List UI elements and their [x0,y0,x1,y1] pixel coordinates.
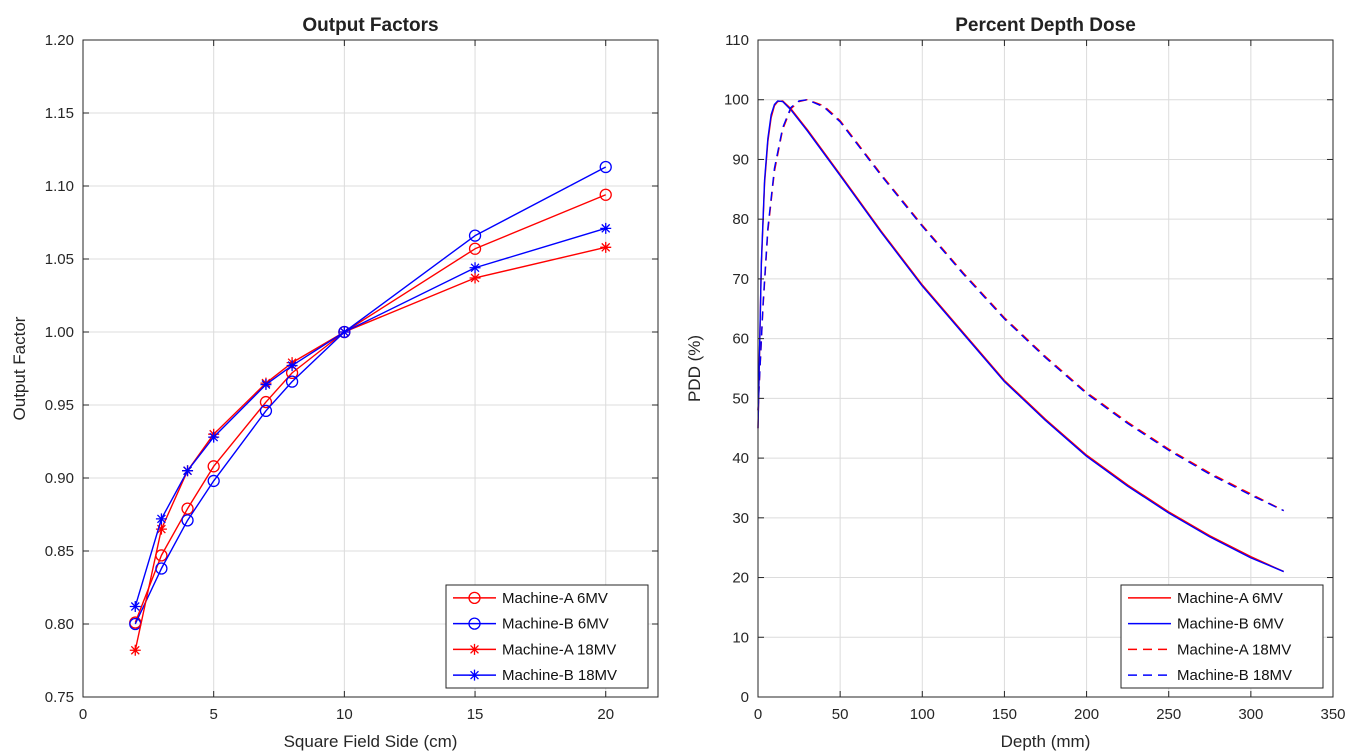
y-axis-label: PDD (%) [685,335,704,402]
percent-depth-dose-chart: 0 50 100 150 200 250 300 350 0 10 20 30 40 50 60 70 80 90… [685,15,1346,751]
x-tick-label: 5 [210,706,218,723]
y-tick-label: 50 [732,390,749,407]
legend: Machine-A 6MV Machine-B 6MV Machine-A 18MV… [1120,584,1324,689]
data-point-machine-a-6mv [599,188,612,201]
y-axis-label: Output Factor [10,316,29,420]
data-point-machine-b-18mv [155,513,167,525]
y-tick-label: 0.85 [45,543,74,560]
x-tick-label: 100 [910,706,935,723]
x-axis-label: Depth (mm) [1001,732,1091,751]
legend-box [445,584,649,689]
y-tick-label: 90 [732,151,749,168]
series-line-machine-b-6mv [757,100,1284,573]
x-tick-label: 300 [1238,706,1263,723]
y-tick-label: 0.80 [45,616,74,633]
x-tick-label: 200 [1074,706,1099,723]
data-point-machine-b-6mv [207,474,220,488]
legend: Machine-A 6MV Machine-B 6MV Machine-A 18MV… [445,584,649,689]
x-tick-label: 0 [754,706,762,723]
y-tick-label: 1.20 [45,32,74,49]
y-tick-label: 70 [732,271,749,288]
y-tick-label: 1.15 [45,105,74,122]
output-factors-chart: 0 5 10 15 20 0.75 0.80 0.85 0.90 0.95 1.00 1.05 1.10… [10,15,659,751]
legend-entry: Machine-A 18MV [1177,641,1291,658]
y-tick-label: 1.00 [45,324,74,341]
y-tick-label: 100 [724,92,749,109]
legend-entry: Machine-A 6MV [502,590,608,607]
data-point-machine-b-18mv [600,222,612,234]
x-tick-label: 250 [1156,706,1181,723]
y-tick-label: 80 [732,211,749,228]
data-point-machine-a-18mv [155,523,167,535]
legend-box [1120,584,1324,689]
y-tick-label: 110 [725,32,749,49]
y-tick-label: 60 [732,331,749,348]
y-tick-label: 20 [732,570,749,587]
data-point-machine-b-18mv [208,431,220,443]
data-point-machine-b-18mv [338,326,350,338]
y-tick-label: 1.05 [45,251,74,268]
data-point-machine-b-18mv [286,360,298,372]
axes-box [82,39,659,698]
legend-entry: Machine-B 6MV [1177,616,1284,633]
ticks: 0 5 10 15 20 0.75 0.80 0.85 0.90 0.95 1.00 1.05 1.10… [45,32,658,723]
axes-box [757,39,1334,698]
series-group [129,160,612,656]
y-tick-label: 10 [732,629,749,646]
series-line-machine-b-6mv [134,166,607,625]
data-point-machine-b-6mv [468,229,482,242]
y-tick-label: 30 [732,510,749,527]
data-point-machine-a-6mv [207,460,220,473]
x-tick-label: 10 [336,706,353,723]
data-point-machine-a-6mv [181,502,194,515]
y-tick-label: 0 [741,689,749,706]
series-line-machine-a-18mv [757,99,1285,512]
y-tick-label: 0.90 [45,470,74,487]
data-point-machine-b-18mv [182,465,194,477]
y-tick-label: 0.75 [45,689,74,706]
data-point-machine-a-18mv [129,644,141,656]
x-axis-label: Square Field Side (cm) [284,732,458,751]
data-point-machine-b-6mv [599,160,612,174]
chart-title: Output Factors [302,15,438,36]
legend-entry: Machine-B 6MV [502,616,609,633]
legend-marker-machine-a-6mv [468,591,481,605]
y-tick-label: 1.10 [45,178,74,195]
data-point-machine-b-18mv [260,379,272,391]
data-point-machine-a-18mv [469,272,481,284]
legend-marker-machine-b-6mv [468,617,481,630]
legend-marker-machine-b-18mv [469,669,480,681]
x-tick-label: 0 [79,706,87,723]
series-group [757,99,1285,573]
legend-entry: Machine-A 6MV [1177,590,1283,607]
y-tick-label: 40 [732,450,749,467]
x-tick-label: 350 [1320,706,1345,723]
data-point-machine-b-6mv [181,514,194,527]
x-tick-label: 150 [992,706,1017,723]
x-tick-label: 20 [597,706,614,723]
data-point-machine-a-6mv [468,242,482,255]
data-point-machine-b-6mv [259,404,273,417]
legend-entry: Machine-B 18MV [1177,667,1292,684]
data-point-machine-a-6mv [259,395,273,409]
data-point-machine-b-6mv [155,562,168,575]
legend-entry: Machine-B 18MV [502,667,617,684]
series-line-machine-b-18mv [757,99,1285,512]
data-point-machine-b-18mv [129,600,141,612]
legend-entry: Machine-A 18MV [502,641,616,658]
x-tick-label: 50 [832,706,849,723]
chart-title: Percent Depth Dose [955,15,1136,36]
data-point-machine-b-6mv [285,375,299,388]
ticks: 0 50 100 150 200 250 300 350 0 10 20 30 40 50 60 70 80 90… [724,32,1346,723]
x-tick-label: 15 [467,706,484,723]
data-point-machine-b-18mv [469,262,481,274]
series-line-machine-a-6mv [134,194,606,623]
legend-marker-machine-a-18mv [469,643,480,655]
data-point-machine-a-18mv [600,241,612,253]
y-tick-label: 0.95 [45,397,74,414]
